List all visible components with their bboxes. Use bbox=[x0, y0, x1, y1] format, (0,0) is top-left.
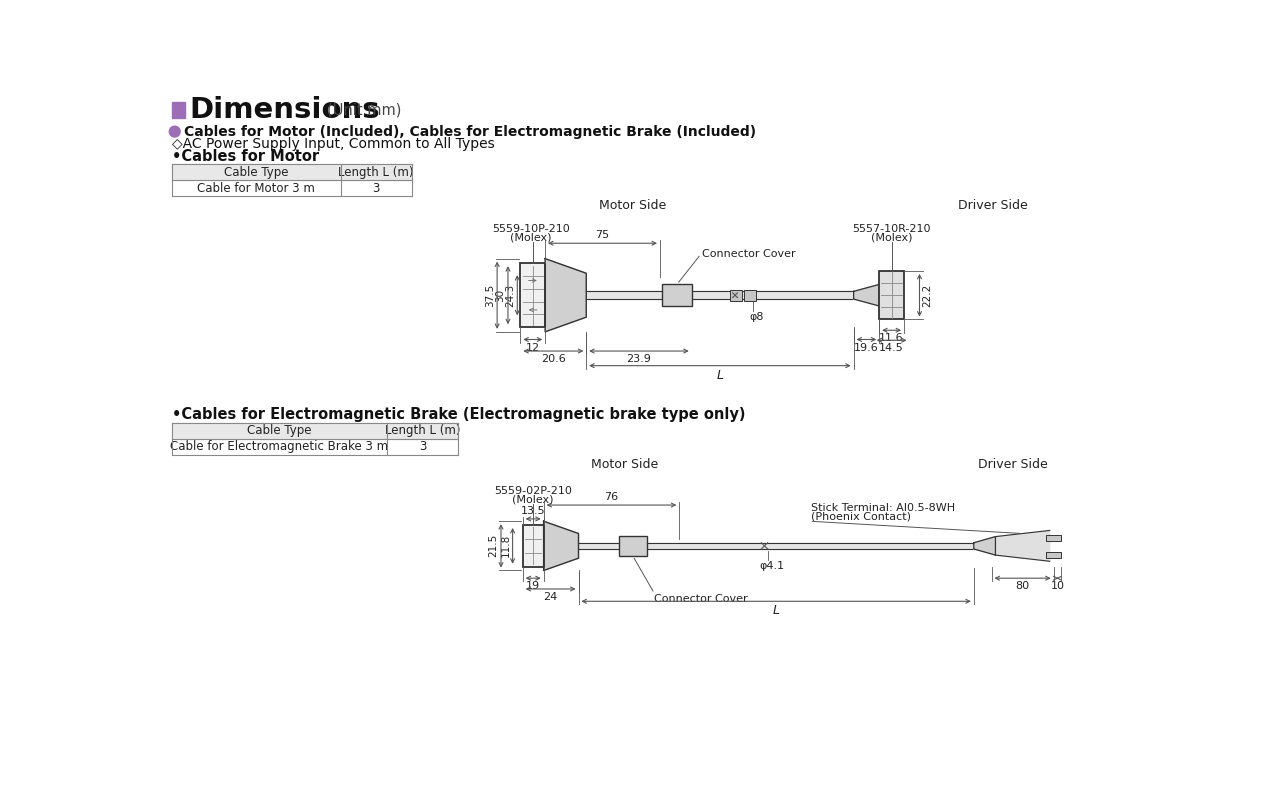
Text: (Unit mm): (Unit mm) bbox=[328, 103, 402, 118]
Bar bbox=[172, 102, 184, 118]
Text: 22.2: 22.2 bbox=[923, 284, 933, 307]
Polygon shape bbox=[996, 530, 1050, 561]
Bar bbox=[662, 285, 691, 306]
Polygon shape bbox=[586, 291, 854, 299]
Bar bbox=[521, 263, 545, 328]
Bar bbox=[522, 525, 544, 567]
Text: (Molex): (Molex) bbox=[870, 232, 913, 242]
Bar bbox=[730, 290, 742, 301]
Polygon shape bbox=[579, 543, 974, 549]
Text: Connector Cover: Connector Cover bbox=[703, 249, 796, 259]
Text: φ4.1: φ4.1 bbox=[760, 561, 785, 572]
Text: 20.6: 20.6 bbox=[541, 354, 566, 364]
Text: 19: 19 bbox=[526, 581, 540, 591]
Text: 75: 75 bbox=[595, 231, 609, 240]
Text: 37.5: 37.5 bbox=[485, 284, 495, 307]
Text: L: L bbox=[717, 369, 723, 382]
Text: Stick Terminal: AI0.5-8WH: Stick Terminal: AI0.5-8WH bbox=[812, 502, 955, 513]
Text: 13.5: 13.5 bbox=[521, 506, 545, 516]
Bar bbox=[879, 271, 904, 320]
Text: ◇AC Power Supply Input, Common to All Types: ◇AC Power Supply Input, Common to All Ty… bbox=[172, 137, 494, 151]
Text: Cables for Motor (Included), Cables for Electromagnetic Brake (Included): Cables for Motor (Included), Cables for … bbox=[184, 125, 756, 138]
Circle shape bbox=[169, 126, 180, 137]
Text: Connector Cover: Connector Cover bbox=[654, 594, 748, 603]
Polygon shape bbox=[544, 522, 579, 571]
Bar bbox=[172, 423, 458, 439]
Bar bbox=[172, 164, 412, 180]
Text: Driver Side: Driver Side bbox=[959, 199, 1028, 212]
Text: L: L bbox=[773, 604, 780, 618]
Text: Motor Side: Motor Side bbox=[591, 459, 659, 471]
Text: 3: 3 bbox=[372, 182, 380, 195]
Text: 19.6: 19.6 bbox=[854, 343, 879, 352]
Text: φ8: φ8 bbox=[750, 312, 764, 322]
Bar bbox=[1046, 552, 1061, 558]
Text: 24.3: 24.3 bbox=[506, 284, 516, 307]
Bar bbox=[1046, 535, 1061, 541]
Text: Length L (m): Length L (m) bbox=[385, 425, 461, 437]
Text: (Phoenix Contact): (Phoenix Contact) bbox=[812, 511, 911, 522]
Polygon shape bbox=[545, 258, 586, 332]
Polygon shape bbox=[854, 285, 879, 306]
Text: 5559-10P-210: 5559-10P-210 bbox=[493, 224, 570, 234]
Text: 3: 3 bbox=[419, 440, 426, 453]
Text: 80: 80 bbox=[1015, 581, 1029, 591]
Text: (Molex): (Molex) bbox=[512, 494, 554, 504]
Text: 14.5: 14.5 bbox=[879, 343, 904, 353]
Text: Driver Side: Driver Side bbox=[978, 459, 1047, 471]
Text: Dimensions: Dimensions bbox=[189, 96, 380, 124]
Text: 30: 30 bbox=[495, 289, 506, 302]
Text: Cable for Electromagnetic Brake 3 m: Cable for Electromagnetic Brake 3 m bbox=[170, 440, 388, 453]
Text: 5557-10R-210: 5557-10R-210 bbox=[852, 224, 931, 234]
Text: 10: 10 bbox=[1051, 581, 1065, 591]
Text: Cable for Motor 3 m: Cable for Motor 3 m bbox=[197, 182, 315, 195]
Text: •Cables for Electromagnetic Brake (Electromagnetic brake type only): •Cables for Electromagnetic Brake (Elect… bbox=[172, 408, 745, 422]
Text: 24: 24 bbox=[544, 592, 558, 602]
Text: 12: 12 bbox=[526, 343, 540, 352]
Text: 23.9: 23.9 bbox=[626, 354, 652, 364]
Text: 76: 76 bbox=[604, 492, 618, 502]
Text: Cable Type: Cable Type bbox=[247, 425, 311, 437]
Text: 11.8: 11.8 bbox=[500, 534, 511, 557]
Bar bbox=[744, 290, 756, 301]
Text: (Molex): (Molex) bbox=[511, 232, 552, 242]
Text: Cable Type: Cable Type bbox=[224, 165, 288, 179]
Text: 5559-02P-210: 5559-02P-210 bbox=[494, 486, 572, 496]
Text: Motor Side: Motor Side bbox=[599, 199, 667, 212]
Bar bbox=[618, 536, 646, 556]
Text: Length L (m): Length L (m) bbox=[338, 165, 413, 179]
Polygon shape bbox=[974, 537, 996, 555]
Text: 11.6: 11.6 bbox=[879, 333, 904, 343]
Text: •Cables for Motor: •Cables for Motor bbox=[172, 149, 319, 164]
Text: 21.5: 21.5 bbox=[489, 534, 499, 557]
